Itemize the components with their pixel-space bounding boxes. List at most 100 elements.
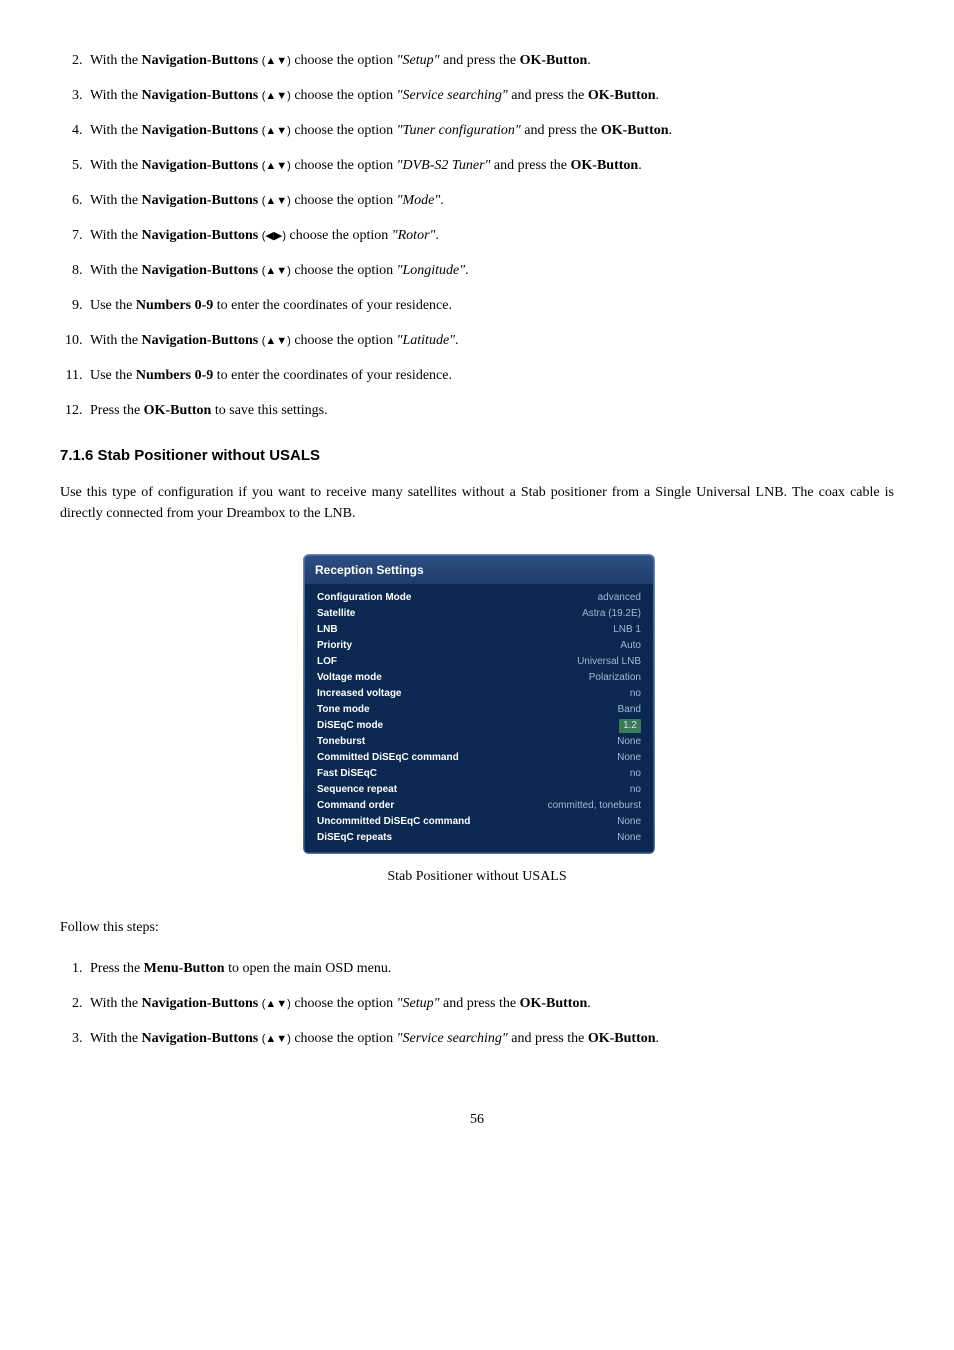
- instruction-step: Use the Numbers 0-9 to enter the coordin…: [86, 365, 894, 386]
- settings-row: Committed DiSEqC command None: [309, 750, 649, 766]
- settings-row-value: committed, toneburst: [548, 799, 641, 813]
- instruction-step: With the Navigation-Buttons (▲▼) choose …: [86, 993, 894, 1014]
- settings-row-label: DiSEqC repeats: [317, 831, 392, 845]
- bold-term: Navigation-Buttons: [142, 193, 259, 208]
- bold-term: Navigation-Buttons: [142, 123, 259, 138]
- settings-row-value: Universal LNB: [577, 655, 641, 669]
- settings-row-label: Priority: [317, 639, 352, 653]
- figure-caption: Stab Positioner without USALS: [60, 866, 894, 887]
- settings-row: DiSEqC mode1.2: [309, 718, 649, 734]
- settings-row: Sequence repeatno: [309, 782, 649, 798]
- reception-settings-panel: Reception Settings Configuration Mode adv…: [303, 554, 655, 854]
- option-name: "DVB-S2 Tuner": [397, 158, 491, 173]
- settings-row-label: Uncommitted DiSEqC command: [317, 815, 470, 829]
- settings-row: Configuration Mode advanced: [309, 590, 649, 606]
- settings-row-value: Polarization: [589, 671, 641, 685]
- instruction-step: With the Navigation-Buttons (◀▶) choose …: [86, 225, 894, 246]
- bold-term: Navigation-Buttons: [142, 88, 259, 103]
- page-number: 56: [60, 1109, 894, 1130]
- instruction-step: Press the Menu-Button to open the main O…: [86, 958, 894, 979]
- bold-term: Navigation-Buttons: [142, 333, 259, 348]
- follow-paragraph: Follow this steps:: [60, 917, 894, 938]
- instruction-step: Use the Numbers 0-9 to enter the coordin…: [86, 295, 894, 316]
- settings-row-label: LNB: [317, 623, 338, 637]
- settings-row-value: 1.2: [619, 719, 641, 733]
- nav-arrows: (◀▶): [262, 230, 286, 242]
- settings-row-label: Committed DiSEqC command: [317, 751, 459, 765]
- settings-row-label: Configuration Mode: [317, 591, 411, 605]
- option-name: "Latitude": [397, 333, 455, 348]
- settings-row: Toneburst None: [309, 734, 649, 750]
- option-name: "Mode": [397, 193, 441, 208]
- settings-row-label: Satellite: [317, 607, 355, 621]
- settings-row-value: Band: [618, 703, 641, 717]
- settings-row: Voltage mode Polarization: [309, 670, 649, 686]
- bold-term: OK-Button: [520, 53, 588, 68]
- bold-term: OK-Button: [571, 158, 639, 173]
- settings-row-label: LOF: [317, 655, 337, 669]
- nav-arrows: (▲▼): [262, 998, 291, 1010]
- nav-arrows: (▲▼): [262, 195, 291, 207]
- nav-arrows: (▲▼): [262, 335, 291, 347]
- instruction-step: With the Navigation-Buttons (▲▼) choose …: [86, 1028, 894, 1049]
- settings-row-value: no: [630, 767, 641, 781]
- option-name: "Service searching": [397, 1031, 508, 1046]
- instruction-step: With the Navigation-Buttons (▲▼) choose …: [86, 190, 894, 211]
- instruction-list-2: Press the Menu-Button to open the main O…: [60, 958, 894, 1049]
- instruction-step: With the Navigation-Buttons (▲▼) choose …: [86, 85, 894, 106]
- bold-term: Navigation-Buttons: [142, 263, 259, 278]
- settings-row-value: None: [617, 831, 641, 845]
- panel-title: Reception Settings: [305, 556, 653, 584]
- settings-row-label: Toneburst: [317, 735, 365, 749]
- settings-row: Increased voltage no: [309, 686, 649, 702]
- option-name: "Setup": [397, 53, 440, 68]
- panel-body: Configuration Mode advanced Satellite Astra…: [305, 584, 653, 852]
- settings-row: Uncommitted DiSEqC command None: [309, 814, 649, 830]
- nav-arrows: (▲▼): [262, 125, 291, 137]
- option-name: "Service searching": [397, 88, 508, 103]
- bold-term: OK-Button: [144, 403, 212, 418]
- bold-term: Navigation-Buttons: [142, 996, 259, 1011]
- settings-row-label: Increased voltage: [317, 687, 401, 701]
- settings-row-value: None: [617, 751, 641, 765]
- settings-row: Tone mode Band: [309, 702, 649, 718]
- settings-row-value: Astra (19.2E): [582, 607, 641, 621]
- bold-term: Numbers 0-9: [136, 298, 213, 313]
- nav-arrows: (▲▼): [262, 90, 291, 102]
- instruction-step: With the Navigation-Buttons (▲▼) choose …: [86, 50, 894, 71]
- settings-row: Command ordercommitted, toneburst: [309, 798, 649, 814]
- option-name: "Rotor": [392, 228, 436, 243]
- bold-term: Menu-Button: [144, 961, 225, 976]
- intro-paragraph: Use this type of configuration if you wa…: [60, 482, 894, 524]
- settings-row: LNBLNB 1: [309, 622, 649, 638]
- subsection-heading: 7.1.6 Stab Positioner without USALS: [60, 445, 894, 468]
- bold-term: Navigation-Buttons: [142, 228, 259, 243]
- nav-arrows: (▲▼): [262, 1033, 291, 1045]
- settings-row-label: Voltage mode: [317, 671, 382, 685]
- instruction-step: With the Navigation-Buttons (▲▼) choose …: [86, 155, 894, 176]
- instruction-list-1: With the Navigation-Buttons (▲▼) choose …: [60, 50, 894, 421]
- settings-row: LOF Universal LNB: [309, 654, 649, 670]
- bold-term: OK-Button: [588, 88, 656, 103]
- settings-row-value: None: [617, 815, 641, 829]
- settings-row-value: Auto: [620, 639, 641, 653]
- nav-arrows: (▲▼): [262, 265, 291, 277]
- settings-row-value: advanced: [598, 591, 641, 605]
- settings-row-label: Sequence repeat: [317, 783, 397, 797]
- bold-term: OK-Button: [601, 123, 669, 138]
- bold-term: Navigation-Buttons: [142, 53, 259, 68]
- settings-row-value: None: [617, 735, 641, 749]
- settings-row: Fast DiSEqC no: [309, 766, 649, 782]
- instruction-step: With the Navigation-Buttons (▲▼) choose …: [86, 260, 894, 281]
- option-name: "Longitude": [397, 263, 466, 278]
- settings-row-value: no: [630, 687, 641, 701]
- settings-row-label: Fast DiSEqC: [317, 767, 377, 781]
- settings-row: Priority Auto: [309, 638, 649, 654]
- bold-term: Navigation-Buttons: [142, 1031, 259, 1046]
- settings-row-label: Tone mode: [317, 703, 370, 717]
- bold-term: OK-Button: [588, 1031, 656, 1046]
- instruction-step: With the Navigation-Buttons (▲▼) choose …: [86, 120, 894, 141]
- bold-term: OK-Button: [520, 996, 588, 1011]
- nav-arrows: (▲▼): [262, 160, 291, 172]
- bold-term: Numbers 0-9: [136, 368, 213, 383]
